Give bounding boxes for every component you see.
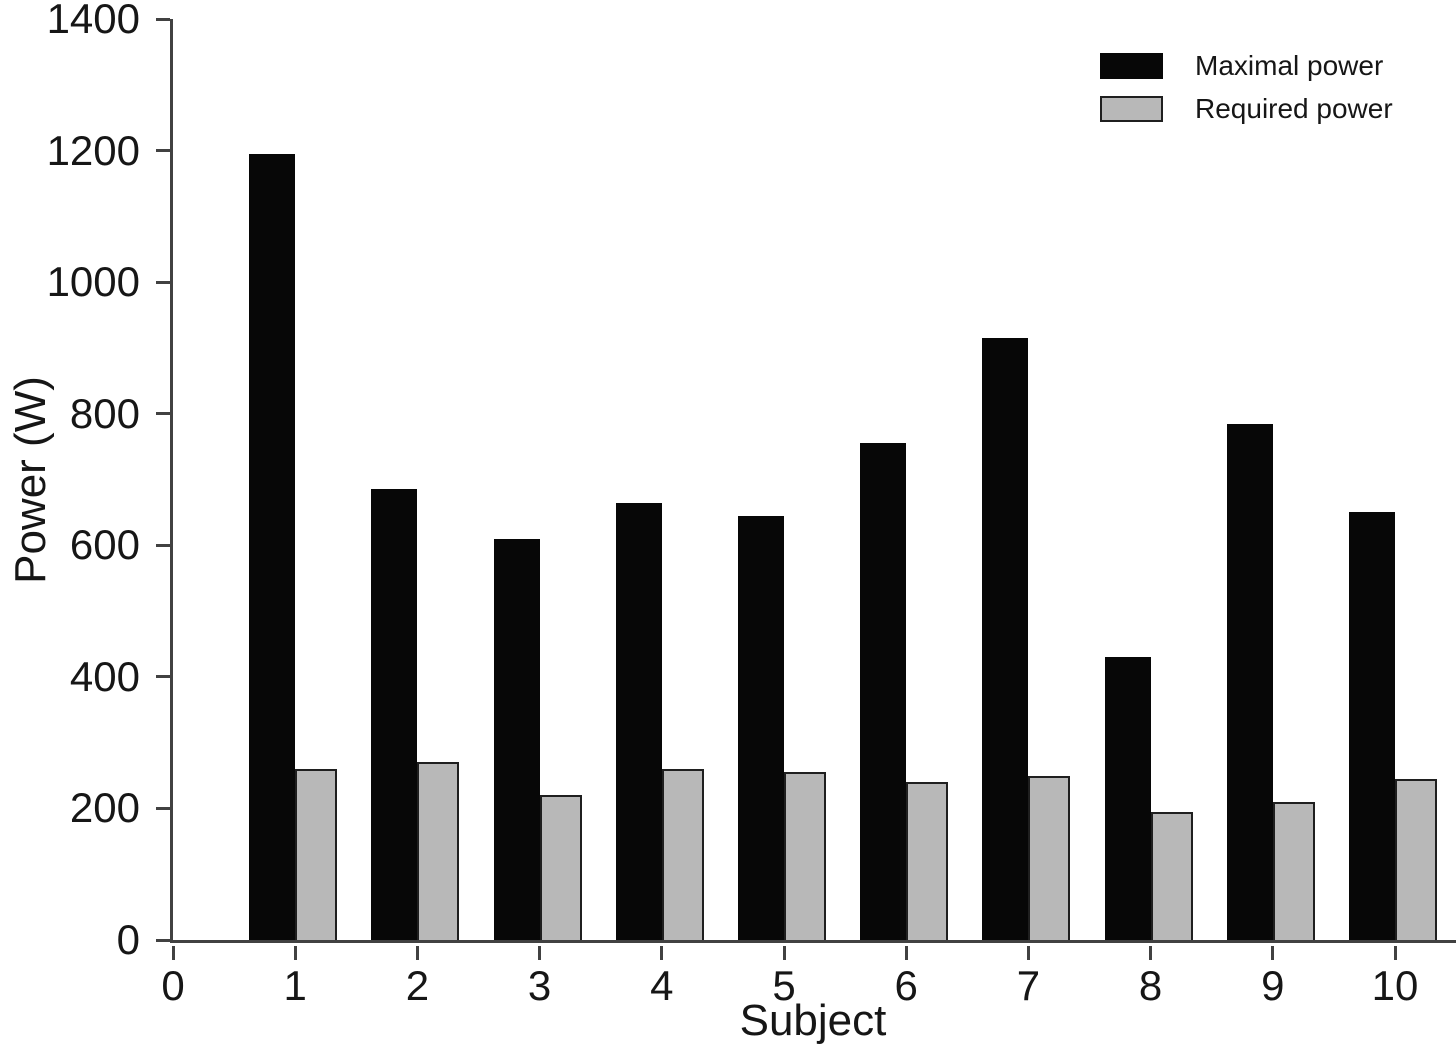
- x-tick-label: 2: [405, 962, 430, 1009]
- x-tick: [782, 946, 786, 960]
- x-tick: [904, 946, 908, 960]
- y-tick-label: 400: [69, 652, 140, 700]
- y-axis-title: Power (W): [6, 376, 55, 584]
- x-tick-label: 7: [1016, 962, 1041, 1009]
- plot-area: 0 200 400 600 800 1000 1200 1400 0 1 2 3 4 5 6 7 8 9 10: [47, 0, 1456, 1008]
- maximal-power-bar: [738, 515, 784, 940]
- x-axis-title: Subject: [739, 996, 887, 1045]
- x-tick-label: 6: [894, 962, 918, 1009]
- maximal-power-bar: [493, 538, 540, 940]
- required-power-bar: [1272, 801, 1315, 940]
- y-tick: [156, 17, 170, 21]
- required-power-bar: [295, 768, 338, 940]
- x-tick: [1026, 946, 1030, 960]
- x-tick-label: 3: [527, 962, 552, 1009]
- legend-entry-required-power: Required power: [1100, 94, 1393, 124]
- y-tick: [156, 149, 170, 153]
- required-power-bar: [784, 772, 826, 940]
- x-tick: [1271, 946, 1275, 960]
- y-tick-label: 600: [69, 521, 140, 569]
- legend-entry-maximal-power: Maximal power: [1100, 51, 1393, 81]
- x-tick: [293, 946, 297, 960]
- x-tick: [538, 946, 542, 960]
- x-tick-label: 10: [1371, 962, 1419, 1009]
- x-tick-label: 9: [1261, 962, 1285, 1009]
- maximal-power-bar: [615, 502, 662, 940]
- legend: Maximal power Required power: [1100, 51, 1393, 137]
- required-power-bar: [1028, 775, 1071, 940]
- y-tick-label: 200: [69, 784, 140, 832]
- maximal-power-bar: [1226, 423, 1273, 940]
- maximal-power-bar: [860, 443, 907, 940]
- y-tick-label: 800: [69, 389, 140, 437]
- y-tick-label: 1200: [46, 126, 140, 174]
- maximal-power-swatch: [1100, 53, 1163, 79]
- maximal-power-label: Maximal power: [1195, 50, 1384, 81]
- x-tick: [171, 946, 175, 960]
- x-tick: [1149, 946, 1153, 960]
- maximal-power-bar: [249, 153, 296, 940]
- required-power-bar: [661, 768, 704, 940]
- x-tick-label: 1: [283, 962, 307, 1009]
- x-tick-label: 4: [650, 962, 674, 1009]
- required-power-bar: [417, 762, 460, 940]
- y-tick: [156, 938, 170, 942]
- x-tick: [415, 946, 419, 960]
- x-tick: [660, 946, 664, 960]
- y-tick: [156, 280, 170, 284]
- required-power-bar: [906, 782, 949, 940]
- y-tick-label: 0: [116, 916, 140, 963]
- required-power-swatch: [1100, 96, 1163, 122]
- x-tick-label: 5: [772, 962, 796, 1009]
- maximal-power-bar: [982, 338, 1029, 940]
- x-tick: [1393, 946, 1397, 960]
- maximal-power-bar: [1104, 657, 1151, 940]
- y-tick: [156, 675, 170, 679]
- required-power-bar: [539, 795, 582, 940]
- required-power-bar: [1395, 778, 1437, 940]
- y-tick: [156, 806, 170, 810]
- required-power-bar: [1150, 811, 1193, 940]
- x-tick-label: 0: [161, 962, 185, 1009]
- maximal-power-bar: [371, 489, 418, 940]
- y-tick: [156, 412, 170, 416]
- y-tick: [156, 543, 170, 547]
- maximal-power-bar: [1349, 512, 1395, 940]
- required-power-label: Required power: [1195, 93, 1393, 124]
- y-tick-label: 1400: [46, 0, 140, 42]
- x-tick-label: 8: [1138, 962, 1163, 1009]
- y-tick-label: 1000: [46, 258, 140, 306]
